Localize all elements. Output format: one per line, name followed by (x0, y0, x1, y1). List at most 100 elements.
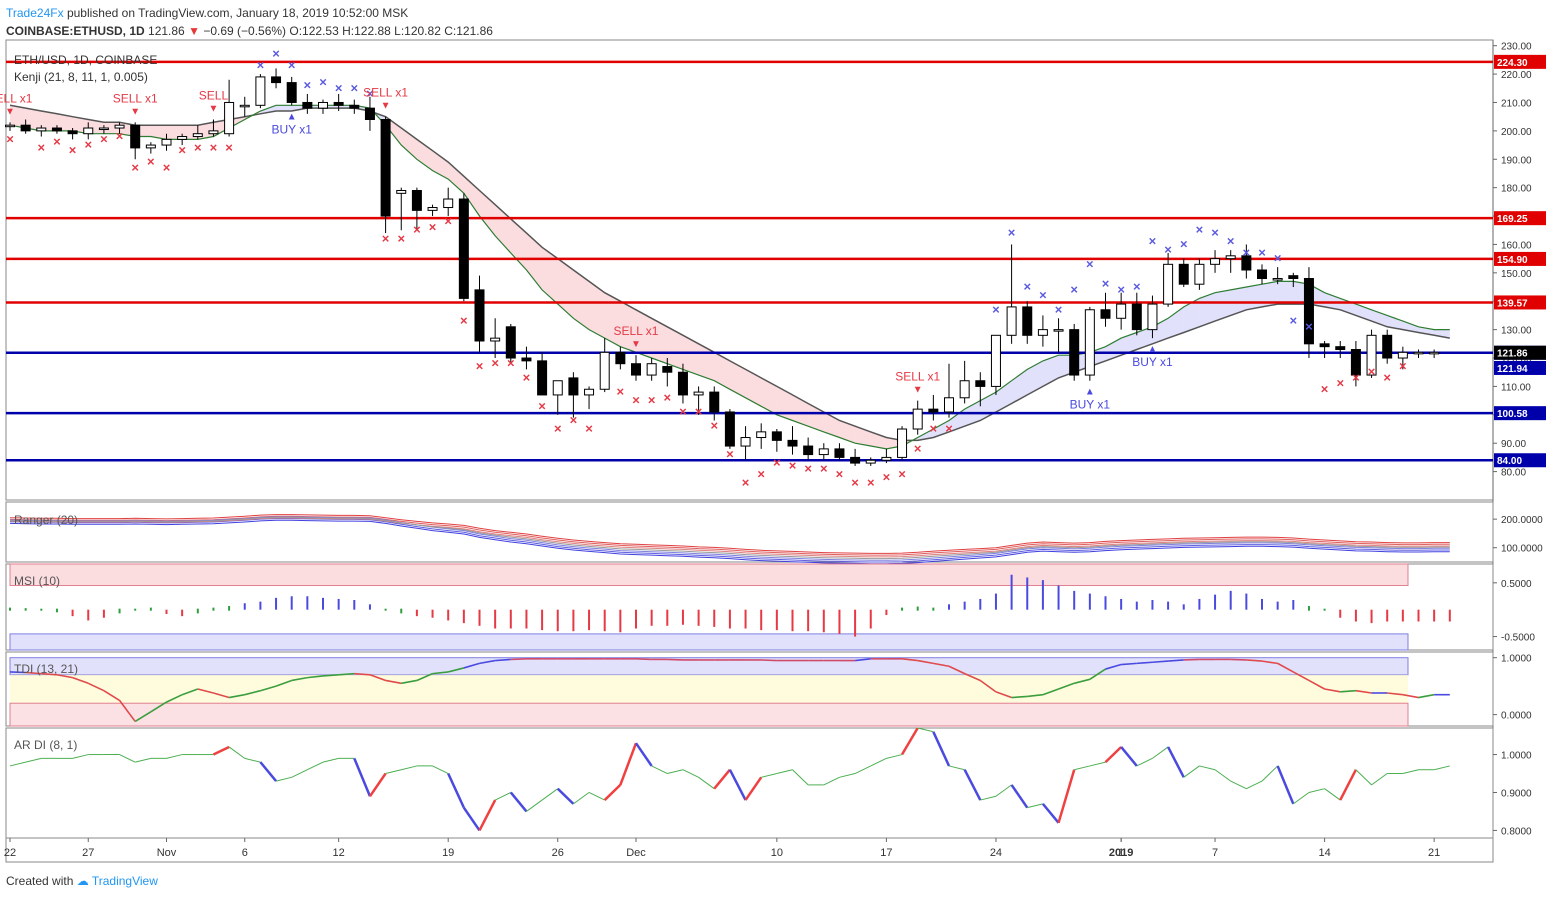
ardi-line-segment (291, 769, 308, 778)
candle-body (286, 82, 297, 103)
sell-signal-label: SELL (199, 89, 229, 103)
candle-body (1210, 258, 1221, 265)
kenji-cloud-segment (1121, 332, 1137, 356)
publish-header: Trade24Fx published on TradingView.com, … (6, 4, 1406, 38)
tdi-line-segment (1089, 668, 1106, 680)
signal-cross-icon: × (1211, 225, 1219, 240)
ardi-line-segment (854, 765, 871, 774)
price-pane[interactable]: 230.00220.00210.00200.00190.00180.00170.… (0, 39, 1546, 862)
signal-cross-icon: × (69, 143, 77, 158)
signal-cross-icon: × (163, 160, 171, 175)
candle-body (1382, 334, 1393, 359)
signal-cross-icon: × (883, 469, 891, 484)
tdi-line-segment (260, 685, 277, 692)
signal-cross-icon: × (1321, 381, 1329, 396)
time-axis-border (5, 837, 1494, 863)
ardi-line-segment (1120, 746, 1138, 767)
tdi-line-segment (448, 667, 465, 673)
y-tick-label: 200.0000 (1501, 515, 1543, 526)
ardi-line-segment (1308, 788, 1325, 793)
candle-body (724, 411, 735, 447)
signal-cross-icon: × (1290, 313, 1298, 328)
ardi-line-segment (1355, 769, 1372, 786)
candle-body (271, 76, 282, 84)
signal-cross-icon: × (6, 131, 14, 146)
ardi-line-segment (462, 806, 481, 832)
tdi-line-segment (979, 679, 997, 693)
ardi-line-segment (212, 745, 230, 756)
tdi-line-segment (291, 676, 308, 682)
x-tick-label: 19 (442, 847, 454, 859)
kenji-cloud-segment (41, 110, 57, 131)
tradingview-link[interactable]: TradingView (91, 874, 158, 888)
signal-cross-icon: × (1243, 245, 1251, 260)
kenji-cloud-segment (448, 162, 464, 194)
ardi-line-segment (556, 787, 575, 805)
tdi-line-segment (275, 679, 292, 687)
x-tick-label: 21 (1428, 847, 1440, 859)
level-tag (1494, 54, 1546, 69)
ardi-line-segment (1027, 803, 1044, 809)
ardi-pane[interactable]: 1.0000 0.9000 0.8000 (5, 727, 1532, 839)
ardi-line-segment (1152, 746, 1169, 759)
kenji-cloud-segment (416, 139, 433, 171)
ardi-line-segment (963, 769, 982, 801)
tdi-line-segment (1058, 682, 1075, 690)
candle-body (584, 388, 595, 396)
candle-body (1084, 309, 1095, 376)
tradingview-logo-icon[interactable]: ☁ (76, 874, 89, 888)
signal-cross-icon: × (1149, 234, 1157, 249)
tdi-line-segment (134, 711, 152, 723)
tdi-line-segment (338, 672, 355, 676)
publisher-name[interactable]: Trade24Fx (6, 6, 64, 20)
ardi-line-segment (1136, 757, 1153, 767)
tdi-line-segment (463, 662, 480, 669)
y-tick-label: 230.00 (1501, 42, 1532, 53)
y-tick-label: 0.9000 (1501, 788, 1532, 799)
signal-cross-icon: × (1258, 245, 1266, 260)
kenji-cloud-segment (495, 204, 511, 253)
ardi-line-segment (886, 754, 903, 759)
candle-body (1272, 278, 1283, 281)
candle-body (1397, 351, 1408, 359)
price-tag-label: 121.86 (1497, 349, 1528, 360)
candle-body (1225, 255, 1236, 260)
signal-cross-icon: × (304, 77, 312, 92)
candle-body (458, 198, 469, 299)
sell-arrow-icon: ▼ (5, 106, 15, 117)
candle-body (568, 377, 579, 396)
ardi-line-segment (368, 772, 387, 797)
tdi-line-segment (1402, 693, 1419, 699)
candle-body (239, 104, 250, 108)
ardi-line-segment (526, 799, 543, 812)
ardi-line-segment (259, 761, 278, 782)
signal-cross-icon: × (570, 412, 578, 427)
tdi-pane[interactable]: 1.0000 0.0000 (5, 651, 1532, 727)
tdi-line-segment (432, 671, 449, 675)
ranger-pane[interactable]: 200.0000 100.0000 (5, 501, 1543, 565)
msi-pane[interactable]: 0.5000 -0.5000 (5, 563, 1535, 651)
high-value: H:122.88 (342, 24, 391, 38)
signal-cross-icon: × (100, 131, 108, 146)
candle-body (1131, 303, 1142, 331)
y-tick-label: -0.5000 (1501, 633, 1535, 644)
ardi-line-segment (948, 765, 965, 771)
tdi-line-segment (1027, 693, 1043, 698)
signal-cross-icon: × (710, 418, 718, 433)
tdi-line-segment (1121, 662, 1137, 666)
signal-cross-icon: × (178, 143, 186, 158)
signal-cross-icon: × (1164, 242, 1172, 257)
tdi-line-segment (1355, 689, 1372, 694)
signal-cross-icon: × (523, 370, 531, 385)
ardi-line-segment (1104, 746, 1123, 764)
ardi-line-segment (1041, 803, 1060, 824)
tdi-line-segment (667, 658, 683, 661)
candle-body (177, 136, 188, 140)
footer: Created with ☁ TradingView (6, 874, 158, 888)
candle-body (443, 198, 454, 209)
y-tick-label: 0.5000 (1501, 579, 1532, 590)
signal-cross-icon: × (476, 359, 484, 374)
tdi-line-segment (385, 679, 402, 685)
